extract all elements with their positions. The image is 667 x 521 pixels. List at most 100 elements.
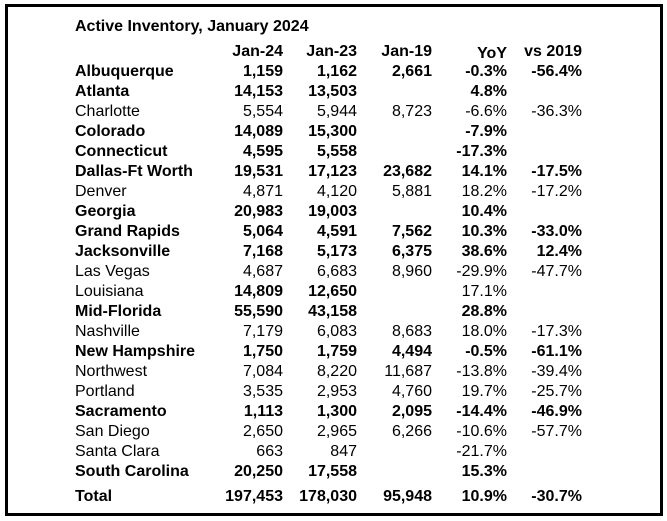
table-row: Connecticut 4,595 5,558 -17.3% bbox=[0, 142, 667, 162]
cell-yoy: 10.3% bbox=[461, 223, 507, 240]
row-name: San Diego bbox=[75, 423, 150, 440]
table-row: Portland 3,535 2,953 4,760 19.7% -25.7% bbox=[0, 382, 667, 402]
total-row: Total 197,453 178,030 95,948 10.9% -30.7… bbox=[0, 487, 667, 507]
cell-jan-23: 4,591 bbox=[316, 223, 357, 240]
cell-jan-24: 20,983 bbox=[234, 203, 283, 220]
cell-yoy: -0.5% bbox=[465, 343, 507, 360]
cell-jan-23: 6,683 bbox=[316, 263, 357, 280]
cell-vs-2019: -17.3% bbox=[531, 323, 582, 340]
cell-jan-23: 2,965 bbox=[316, 423, 357, 440]
table-row: New Hampshire 1,750 1,759 4,494 -0.5% -61.1% bbox=[0, 342, 667, 362]
cell-jan-23: 1,759 bbox=[316, 343, 357, 360]
cell-jan-19: 6,375 bbox=[391, 243, 432, 260]
table-row: Colorado 14,089 15,300 -7.9% bbox=[0, 122, 667, 142]
row-name: Colorado bbox=[75, 123, 146, 140]
cell-vs-2019: -61.1% bbox=[531, 343, 582, 360]
cell-jan-24: 3,535 bbox=[242, 383, 283, 400]
cell-vs-2019: 12.4% bbox=[536, 243, 582, 260]
table-row: Denver 4,871 4,120 5,881 18.2% -17.2% bbox=[0, 182, 667, 202]
cell-jan-19: 2,095 bbox=[391, 403, 432, 420]
cell-yoy: -14.4% bbox=[456, 403, 507, 420]
row-name: Northwest bbox=[75, 363, 148, 380]
table-row: Albuquerque 1,159 1,162 2,661 -0.3% -56.4% bbox=[0, 62, 667, 82]
table-row: Georgia 20,983 19,003 10.4% bbox=[0, 202, 667, 222]
cell-vs-2019: -17.2% bbox=[531, 183, 582, 200]
cell-jan-23: 1,162 bbox=[316, 63, 357, 80]
row-name: Jacksonville bbox=[75, 243, 171, 260]
table-row: Sacramento 1,113 1,300 2,095 -14.4% -46.9% bbox=[0, 402, 667, 422]
cell-yoy: -7.9% bbox=[465, 123, 507, 140]
cell-jan-19: 7,562 bbox=[391, 223, 432, 240]
row-name: New Hampshire bbox=[75, 343, 196, 360]
row-name: Denver bbox=[75, 183, 127, 200]
cell-yoy: 28.8% bbox=[461, 303, 507, 320]
column-header-vs-2019: vs 2019 bbox=[524, 43, 582, 60]
column-header-jan-23: Jan-23 bbox=[306, 43, 357, 60]
cell-jan-24: 7,168 bbox=[242, 243, 283, 260]
cell-jan-23: 12,650 bbox=[308, 283, 357, 300]
cell-jan-23: 19,003 bbox=[308, 203, 357, 220]
column-header-yoy: YoY bbox=[477, 45, 507, 62]
row-name: Nashville bbox=[75, 323, 140, 340]
column-header-jan-24: Jan-24 bbox=[232, 43, 283, 60]
cell-jan-24: 1,113 bbox=[243, 403, 283, 420]
cell-jan-24: 4,871 bbox=[242, 183, 283, 200]
cell-jan-24: 4,687 bbox=[242, 263, 283, 280]
cell-jan-19: 8,683 bbox=[391, 323, 432, 340]
cell-yoy: 18.2% bbox=[461, 183, 507, 200]
cell-vs-2019: -33.0% bbox=[531, 223, 582, 240]
cell-jan-24: 1,159 bbox=[242, 63, 283, 80]
header-row: Jan-24 Jan-23 Jan-19 YoY vs 2019 bbox=[0, 42, 667, 62]
cell-jan-24: 7,179 bbox=[242, 323, 283, 340]
row-name: Albuquerque bbox=[75, 63, 174, 80]
row-name: Dallas-Ft Worth bbox=[75, 163, 193, 180]
row-name: Charlotte bbox=[75, 103, 140, 120]
table-row: Charlotte 5,554 5,944 8,723 -6.6% -36.3% bbox=[0, 102, 667, 122]
cell-yoy: 10.4% bbox=[461, 203, 507, 220]
cell-jan-23: 6,083 bbox=[316, 323, 357, 340]
cell-yoy: 38.6% bbox=[461, 243, 507, 260]
cell-vs-2019: -30.7% bbox=[531, 488, 582, 505]
cell-jan-19: 6,266 bbox=[391, 423, 432, 440]
cell-yoy: 17.1% bbox=[461, 283, 507, 300]
table-row: South Carolina 20,250 17,558 15.3% bbox=[0, 462, 667, 482]
cell-jan-24: 197,453 bbox=[225, 488, 283, 505]
cell-jan-19: 2,661 bbox=[391, 63, 432, 80]
cell-yoy: -10.6% bbox=[456, 423, 507, 440]
cell-jan-24: 5,064 bbox=[242, 223, 283, 240]
row-name: Grand Rapids bbox=[75, 223, 180, 240]
cell-vs-2019: -36.3% bbox=[531, 103, 582, 120]
cell-vs-2019: -17.5% bbox=[531, 163, 582, 180]
table-row: Mid-Florida 55,590 43,158 28.8% bbox=[0, 302, 667, 322]
cell-jan-24: 1,750 bbox=[242, 343, 283, 360]
cell-jan-23: 847 bbox=[330, 443, 357, 460]
cell-yoy: 19.7% bbox=[461, 383, 507, 400]
cell-jan-24: 5,554 bbox=[242, 103, 283, 120]
cell-jan-24: 55,590 bbox=[234, 303, 283, 320]
table-row: Northwest 7,084 8,220 11,687 -13.8% -39.4% bbox=[0, 362, 667, 382]
cell-yoy: -0.3% bbox=[465, 63, 507, 80]
table-row: Atlanta 14,153 13,503 4.8% bbox=[0, 82, 667, 102]
table-row: Louisiana 14,809 12,650 17.1% bbox=[0, 282, 667, 302]
row-name: Louisiana bbox=[75, 283, 144, 300]
cell-yoy: 10.9% bbox=[461, 488, 507, 505]
row-name: South Carolina bbox=[75, 463, 189, 480]
cell-jan-19: 5,881 bbox=[391, 183, 432, 200]
row-name: Mid-Florida bbox=[75, 303, 162, 320]
cell-jan-23: 17,123 bbox=[308, 163, 357, 180]
cell-yoy: 18.0% bbox=[461, 323, 507, 340]
cell-jan-19: 95,948 bbox=[383, 488, 432, 505]
cell-yoy: -13.8% bbox=[456, 363, 507, 380]
cell-jan-24: 14,809 bbox=[234, 283, 283, 300]
cell-jan-19: 11,687 bbox=[384, 363, 432, 380]
row-name: Sacramento bbox=[75, 403, 167, 420]
cell-jan-23: 5,944 bbox=[316, 103, 357, 120]
cell-yoy: -17.3% bbox=[456, 143, 507, 160]
row-name: Santa Clara bbox=[75, 443, 160, 460]
row-name: Portland bbox=[75, 383, 135, 400]
row-name: Connecticut bbox=[75, 143, 168, 160]
cell-jan-23: 1,300 bbox=[316, 403, 357, 420]
cell-jan-24: 14,153 bbox=[234, 83, 283, 100]
table-row: Grand Rapids 5,064 4,591 7,562 10.3% -33.0% bbox=[0, 222, 667, 242]
cell-jan-24: 663 bbox=[256, 443, 283, 460]
